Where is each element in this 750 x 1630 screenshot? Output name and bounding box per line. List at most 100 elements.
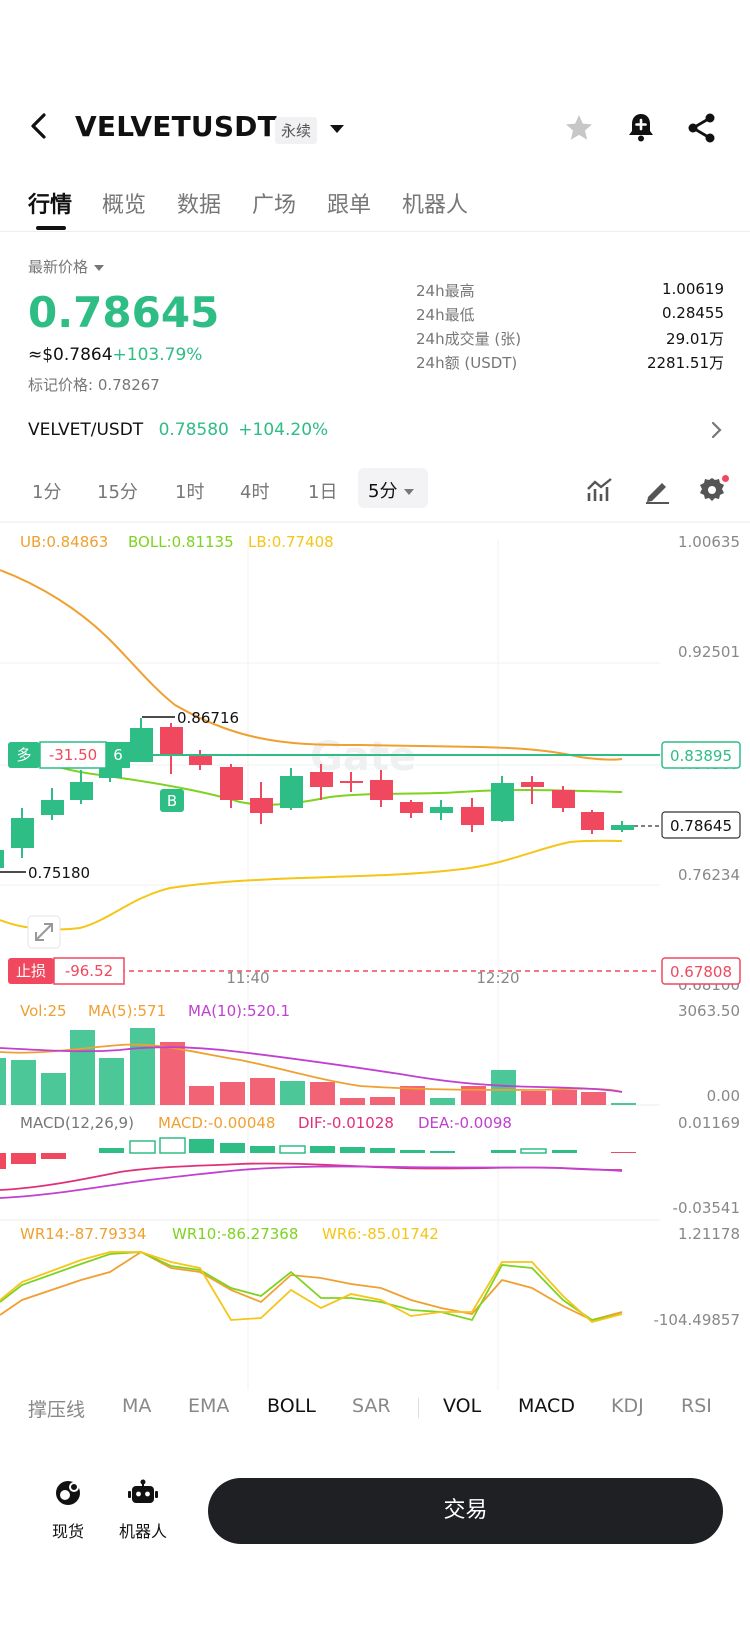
stop-loss-pnl: -96.52 (65, 962, 113, 980)
candle (340, 781, 363, 783)
timeframe-1m[interactable]: 1分 (32, 482, 62, 503)
bots-shortcut[interactable]: 机器人 (113, 1478, 173, 1544)
low-marker: 0.75180 (28, 864, 90, 882)
star-icon (566, 115, 592, 140)
indicator-kdj[interactable]: KDJ (611, 1395, 644, 1417)
indicator-divider (418, 1398, 419, 1418)
timeframe-active[interactable]: 5分 (358, 468, 428, 508)
contract-dropdown[interactable] (326, 118, 348, 140)
wr14-legend: WR14:-87.79334 (20, 1225, 146, 1243)
vol-ma10-line (0, 1046, 623, 1093)
tab-overview[interactable]: 概览 (102, 193, 147, 218)
boll-lb-legend: LB:0.77408 (248, 533, 334, 551)
favorite-button[interactable] (563, 112, 595, 144)
timeframe-4h[interactable]: 4时 (240, 482, 270, 503)
pencil-icon (646, 483, 669, 504)
boll-ub-legend: UB:0.84863 (20, 533, 108, 551)
trade-button[interactable]: 交易 (208, 1478, 723, 1544)
indicator-settings-button[interactable] (585, 475, 615, 505)
stats-grid: 24h最高 1.00619 24h最低 0.28455 24h成交量 (张) 29.0… (416, 280, 724, 376)
share-icon (688, 113, 715, 143)
candle (280, 776, 303, 808)
spot-shortcut[interactable]: 现货 (40, 1478, 96, 1544)
candle (611, 825, 634, 830)
bell-plus-icon (629, 114, 653, 142)
x-tick: 11:40 (226, 969, 269, 987)
vol-ma5-legend: MA(5):571 (88, 1002, 166, 1020)
candle (130, 728, 153, 762)
tab-market[interactable]: 行情 (28, 193, 73, 218)
timeframe-1d[interactable]: 1日 (308, 482, 338, 503)
fullscreen-button[interactable] (27, 915, 61, 949)
back-button[interactable] (24, 110, 56, 142)
indicator-ema[interactable]: EMA (188, 1395, 230, 1417)
chevron-right-icon (711, 421, 722, 439)
boll-mid-legend: BOLL:0.81135 (128, 533, 234, 551)
tab-bots[interactable]: 机器人 (402, 193, 469, 218)
indicator-ma[interactable]: MA (122, 1395, 152, 1417)
buy-marker: B (167, 792, 177, 810)
candle (160, 727, 183, 755)
vol-axis-top: 3063.50 (678, 1002, 740, 1020)
candle (430, 807, 453, 813)
spot-pair-link[interactable]: VELVET/USDT 0.78580 +104.20% (28, 420, 724, 440)
kline-chart[interactable]: Gate UB:0.84863 BOLL:0.81135 LB:0.77408 … (0, 520, 750, 1390)
boll-lower-band (0, 839, 623, 931)
wr-axis-top: 1.21178 (678, 1225, 740, 1243)
candle (491, 783, 514, 821)
volume-bars (0, 1028, 636, 1105)
tab-square[interactable]: 广场 (252, 193, 297, 218)
position-tag[interactable]: 多 -31.50 6 (8, 741, 130, 769)
macd-legend-macd: MACD:-0.00048 (158, 1114, 275, 1132)
wr14-line (0, 1250, 623, 1321)
contract-title[interactable]: VELVETUSDT (75, 110, 277, 143)
stat-value: 1.00619 (661, 280, 724, 298)
timeframe-15m[interactable]: 15分 (97, 482, 138, 503)
candle (581, 812, 604, 830)
candle (250, 798, 273, 813)
indicator-sar[interactable]: SAR (352, 1395, 391, 1417)
mark-price: 标记价格: 0.78267 (28, 376, 160, 394)
timeframe-1h[interactable]: 1时 (175, 482, 205, 503)
wr10-legend: WR10:-86.27368 (172, 1225, 298, 1243)
stop-loss-price-tag: 0.67808 (670, 963, 732, 981)
indicator-boll[interactable]: BOLL (267, 1395, 316, 1417)
draw-tool-button[interactable] (642, 475, 672, 505)
candle (552, 790, 575, 808)
bots-label: 机器人 (118, 1522, 167, 1541)
indicator-rsi[interactable]: RSI (681, 1395, 712, 1417)
spot-label: 现货 (51, 1522, 84, 1541)
candle (70, 782, 93, 800)
indicator-support-resistance[interactable]: 撑压线 (28, 1399, 86, 1421)
wr6-line (0, 1251, 623, 1323)
candle (189, 756, 212, 765)
stop-loss-tag[interactable]: 止损 -96.52 (8, 957, 125, 985)
spot-pair: VELVET/USDT (28, 420, 144, 440)
price-alert-button[interactable] (624, 110, 658, 144)
last-price-label[interactable]: 最新价格 (28, 256, 105, 277)
position-qty: 6 (113, 746, 123, 764)
macd-axis-bottom: -0.03541 (673, 1199, 740, 1217)
caret-down-icon (93, 264, 104, 271)
spot-price: 0.78580 (158, 420, 229, 440)
candle (0, 850, 4, 868)
vol-ma5-line (0, 1043, 623, 1093)
position-side: 多 (16, 746, 31, 764)
stat-label: 24h成交量 (张) (416, 330, 522, 348)
chart-settings-button[interactable] (697, 475, 729, 505)
spot-change: +104.20% (238, 420, 329, 440)
indicator-vol[interactable]: VOL (443, 1395, 482, 1417)
share-button[interactable] (686, 112, 718, 144)
x-tick: 12:20 (476, 969, 519, 987)
wr10-line (0, 1251, 623, 1322)
stat-label: 24h额 (USDT) (416, 354, 518, 372)
tab-copy-trading[interactable]: 跟单 (327, 193, 372, 218)
macd-histogram (0, 1137, 636, 1169)
wr6-legend: WR6:-85.01742 (322, 1225, 439, 1243)
tab-data[interactable]: 数据 (177, 193, 222, 218)
position-pnl: -31.50 (49, 746, 97, 764)
candle (310, 772, 333, 787)
candle (11, 818, 34, 848)
indicator-macd[interactable]: MACD (518, 1395, 575, 1417)
vol-legend: Vol:25 (20, 1002, 67, 1020)
